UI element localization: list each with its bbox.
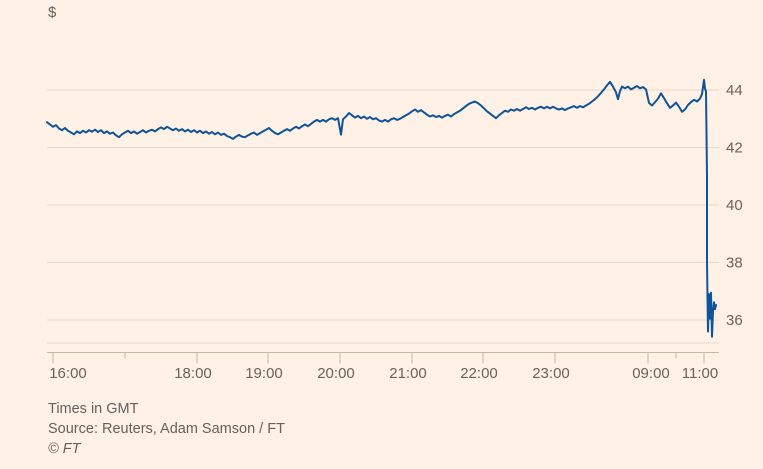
x-tick-label-22:00: 22:00 [460, 365, 498, 382]
copyright-line: © FT [48, 441, 81, 457]
times-note: Times in GMT [48, 401, 139, 417]
x-tick-label-18:00: 18:00 [174, 365, 212, 382]
x-tick-label-09:00: 09:00 [632, 365, 670, 382]
y-tick-label-44: 44 [726, 82, 743, 99]
y-axis-units-label: $ [48, 4, 57, 21]
y-tick-label-40: 40 [726, 197, 743, 214]
y-tick-label-36: 36 [726, 312, 743, 329]
x-tick-label-11:00: 11:00 [682, 365, 718, 382]
x-tick-label-20:00: 20:00 [317, 365, 355, 382]
price-chart: 44 42 40 38 36 16:00 18:00 19:00 20:00 21:00 22:00… [46, 78, 743, 382]
source-line: Source: Reuters, Adam Samson / FT [48, 421, 285, 437]
chart-footer: Times in GMT Source: Reuters, Adam Samso… [48, 399, 285, 459]
x-tick-label-23:00: 23:00 [532, 365, 570, 382]
y-tick-label-38: 38 [726, 255, 743, 272]
x-tick-label-19:00: 19:00 [245, 365, 283, 382]
x-tick-label-16:00: 16:00 [49, 365, 87, 382]
price-line-series [46, 78, 717, 338]
y-tick-label-42: 42 [726, 140, 743, 157]
x-tick-label-21:00: 21:00 [389, 365, 427, 382]
